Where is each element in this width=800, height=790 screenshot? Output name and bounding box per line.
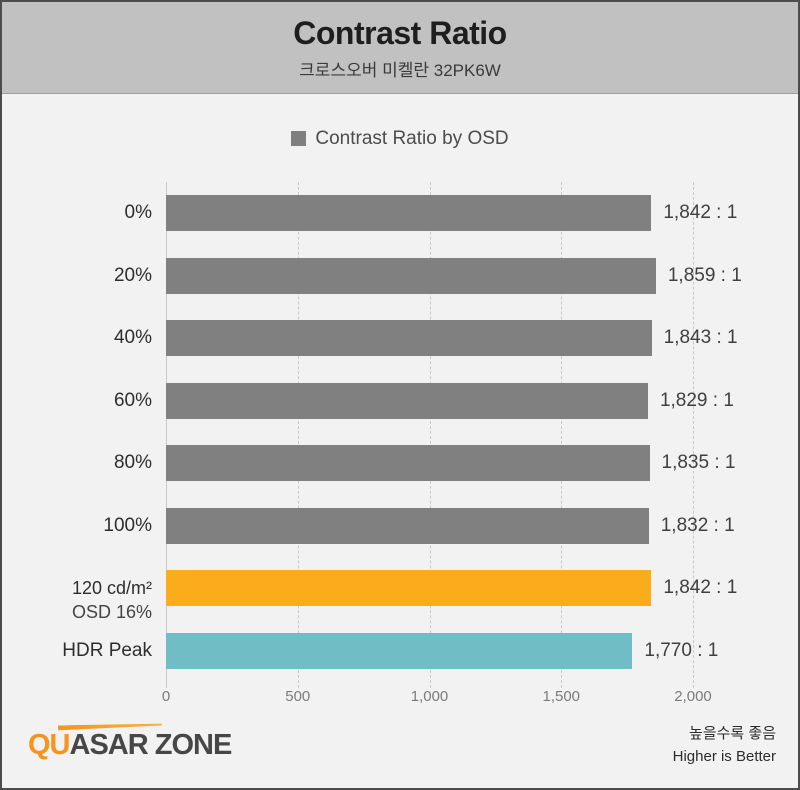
- logo-text-orange: QU: [28, 728, 70, 761]
- row-category-line1: 40%: [113, 327, 152, 349]
- gridline-2,000: [693, 182, 694, 688]
- x-tick-label: 0: [161, 688, 171, 705]
- row-bar-cell: 1,835 : 1: [166, 432, 735, 495]
- row-category-label: 20%: [2, 245, 152, 308]
- bar-chart: 0% 1,842 : 1 20% 1,859 : 1 40% 1,843 : 1: [2, 182, 798, 712]
- row-bar-cell: 1,829 : 1: [166, 370, 734, 433]
- row-category-line1: 120 cd/m²: [71, 577, 152, 598]
- row-category-label: 100%: [2, 495, 152, 558]
- x-axis: 0 500 1,000 1,500 2,000: [162, 682, 712, 712]
- logo-text-dark: ASAR ZONE: [69, 728, 233, 761]
- row-category-line1: 100%: [103, 514, 152, 536]
- row-bar-cell: 1,859 : 1: [166, 245, 742, 308]
- row-bar: [166, 382, 648, 419]
- gridline-0: [166, 182, 167, 688]
- gridline-layer: [166, 182, 694, 688]
- row-value-label: 1,859 : 1: [667, 264, 742, 286]
- row-category-line2: OSD 16%: [71, 602, 152, 623]
- chart-row: 20% 1,859 : 1: [2, 245, 798, 308]
- row-bar-cell: 1,842 : 1: [166, 182, 737, 245]
- x-tick-label: 1,500: [542, 688, 581, 705]
- note-english: Higher is Better: [672, 748, 776, 765]
- row-category-label: 60%: [2, 370, 152, 433]
- row-value-label: 1,832 : 1: [660, 514, 735, 536]
- row-category-label: 80%: [2, 432, 152, 495]
- chart-row: 100% 1,832 : 1: [2, 495, 798, 558]
- row-bar-cell: 1,843 : 1: [166, 307, 738, 370]
- chart-rows: 0% 1,842 : 1 20% 1,859 : 1 40% 1,843 : 1: [2, 182, 798, 682]
- row-category-line1: 60%: [113, 389, 152, 411]
- row-category-line1: HDR Peak: [62, 639, 152, 661]
- row-value-label: 1,842 : 1: [663, 202, 738, 224]
- row-category-label: 120 cd/m² OSD 16%: [2, 569, 152, 632]
- row-category-label: HDR Peak: [2, 620, 152, 683]
- x-tick-label: 2,000: [674, 688, 712, 705]
- row-bar: [166, 507, 649, 544]
- chart-row: 40% 1,843 : 1: [2, 307, 798, 370]
- gridline-500: [297, 182, 299, 688]
- chart-footer: QUASAR ZONE 높을수록 좋음 Higher is Better: [2, 710, 798, 788]
- note-korean: 높을수록 좋음: [689, 724, 776, 742]
- row-bar: [166, 632, 633, 669]
- row-bar: [166, 257, 656, 294]
- chart-row: HDR Peak 1,770 : 1: [2, 620, 798, 683]
- chart-row: 60% 1,829 : 1: [2, 370, 798, 433]
- x-tick-label: 1,000: [410, 688, 449, 705]
- row-bar: [166, 195, 652, 232]
- legend: Contrast Ratio by OSD: [2, 94, 798, 152]
- row-category-label: 0%: [2, 182, 152, 245]
- page-title: Contrast Ratio: [293, 14, 507, 51]
- row-value-label: 1,770 : 1: [644, 639, 719, 661]
- row-bar-cell: 1,770 : 1: [166, 620, 718, 683]
- quasarzone-logo: QUASAR ZONE: [28, 728, 233, 761]
- row-value-label: 1,829 : 1: [659, 389, 734, 411]
- gridline-1,000: [429, 182, 431, 688]
- legend-swatch: [291, 131, 307, 146]
- row-bar: [166, 320, 652, 357]
- gridline-1,500: [561, 182, 563, 688]
- row-bar-cell: 1,832 : 1: [166, 495, 735, 558]
- chart-row: 120 cd/m² OSD 16% 1,842 : 1: [2, 557, 798, 622]
- row-value-label: 1,842 : 1: [663, 577, 738, 599]
- x-tick-label: 500: [285, 688, 311, 705]
- row-bar: [166, 570, 652, 607]
- row-bar-cell: 1,842 : 1: [166, 557, 737, 620]
- row-category-line1: 20%: [113, 264, 152, 286]
- page-subtitle: 크로스오버 미켈란 32PK6W: [299, 60, 501, 80]
- chart-header: Contrast Ratio 크로스오버 미켈란 32PK6W: [2, 2, 798, 94]
- chart-row: 80% 1,835 : 1: [2, 432, 798, 495]
- row-category-label: 40%: [2, 307, 152, 370]
- higher-is-better-note: 높을수록 좋음 Higher is Better: [673, 722, 776, 769]
- row-category-line1: 0%: [124, 202, 152, 224]
- chart-row: 0% 1,842 : 1: [2, 182, 798, 245]
- row-value-label: 1,835 : 1: [661, 452, 736, 474]
- row-category-line1: 80%: [113, 452, 152, 474]
- legend-label: Contrast Ratio by OSD: [315, 127, 509, 149]
- row-value-label: 1,843 : 1: [663, 327, 738, 349]
- row-bar: [166, 445, 650, 482]
